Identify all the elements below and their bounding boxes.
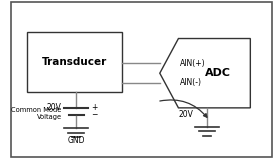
- Text: 20V: 20V: [47, 103, 62, 112]
- Text: AIN(+): AIN(+): [180, 59, 205, 68]
- Text: −: −: [91, 110, 98, 119]
- Polygon shape: [160, 38, 250, 108]
- Text: Common Mode: Common Mode: [12, 107, 62, 113]
- Text: +: +: [91, 103, 98, 112]
- Text: AIN(-): AIN(-): [180, 78, 202, 87]
- Text: ADC: ADC: [205, 68, 231, 78]
- Text: Voltage: Voltage: [37, 114, 62, 120]
- Text: Transducer: Transducer: [42, 57, 107, 67]
- Text: 20V: 20V: [179, 110, 194, 119]
- Text: GND: GND: [68, 136, 85, 145]
- Bar: [27, 32, 122, 92]
